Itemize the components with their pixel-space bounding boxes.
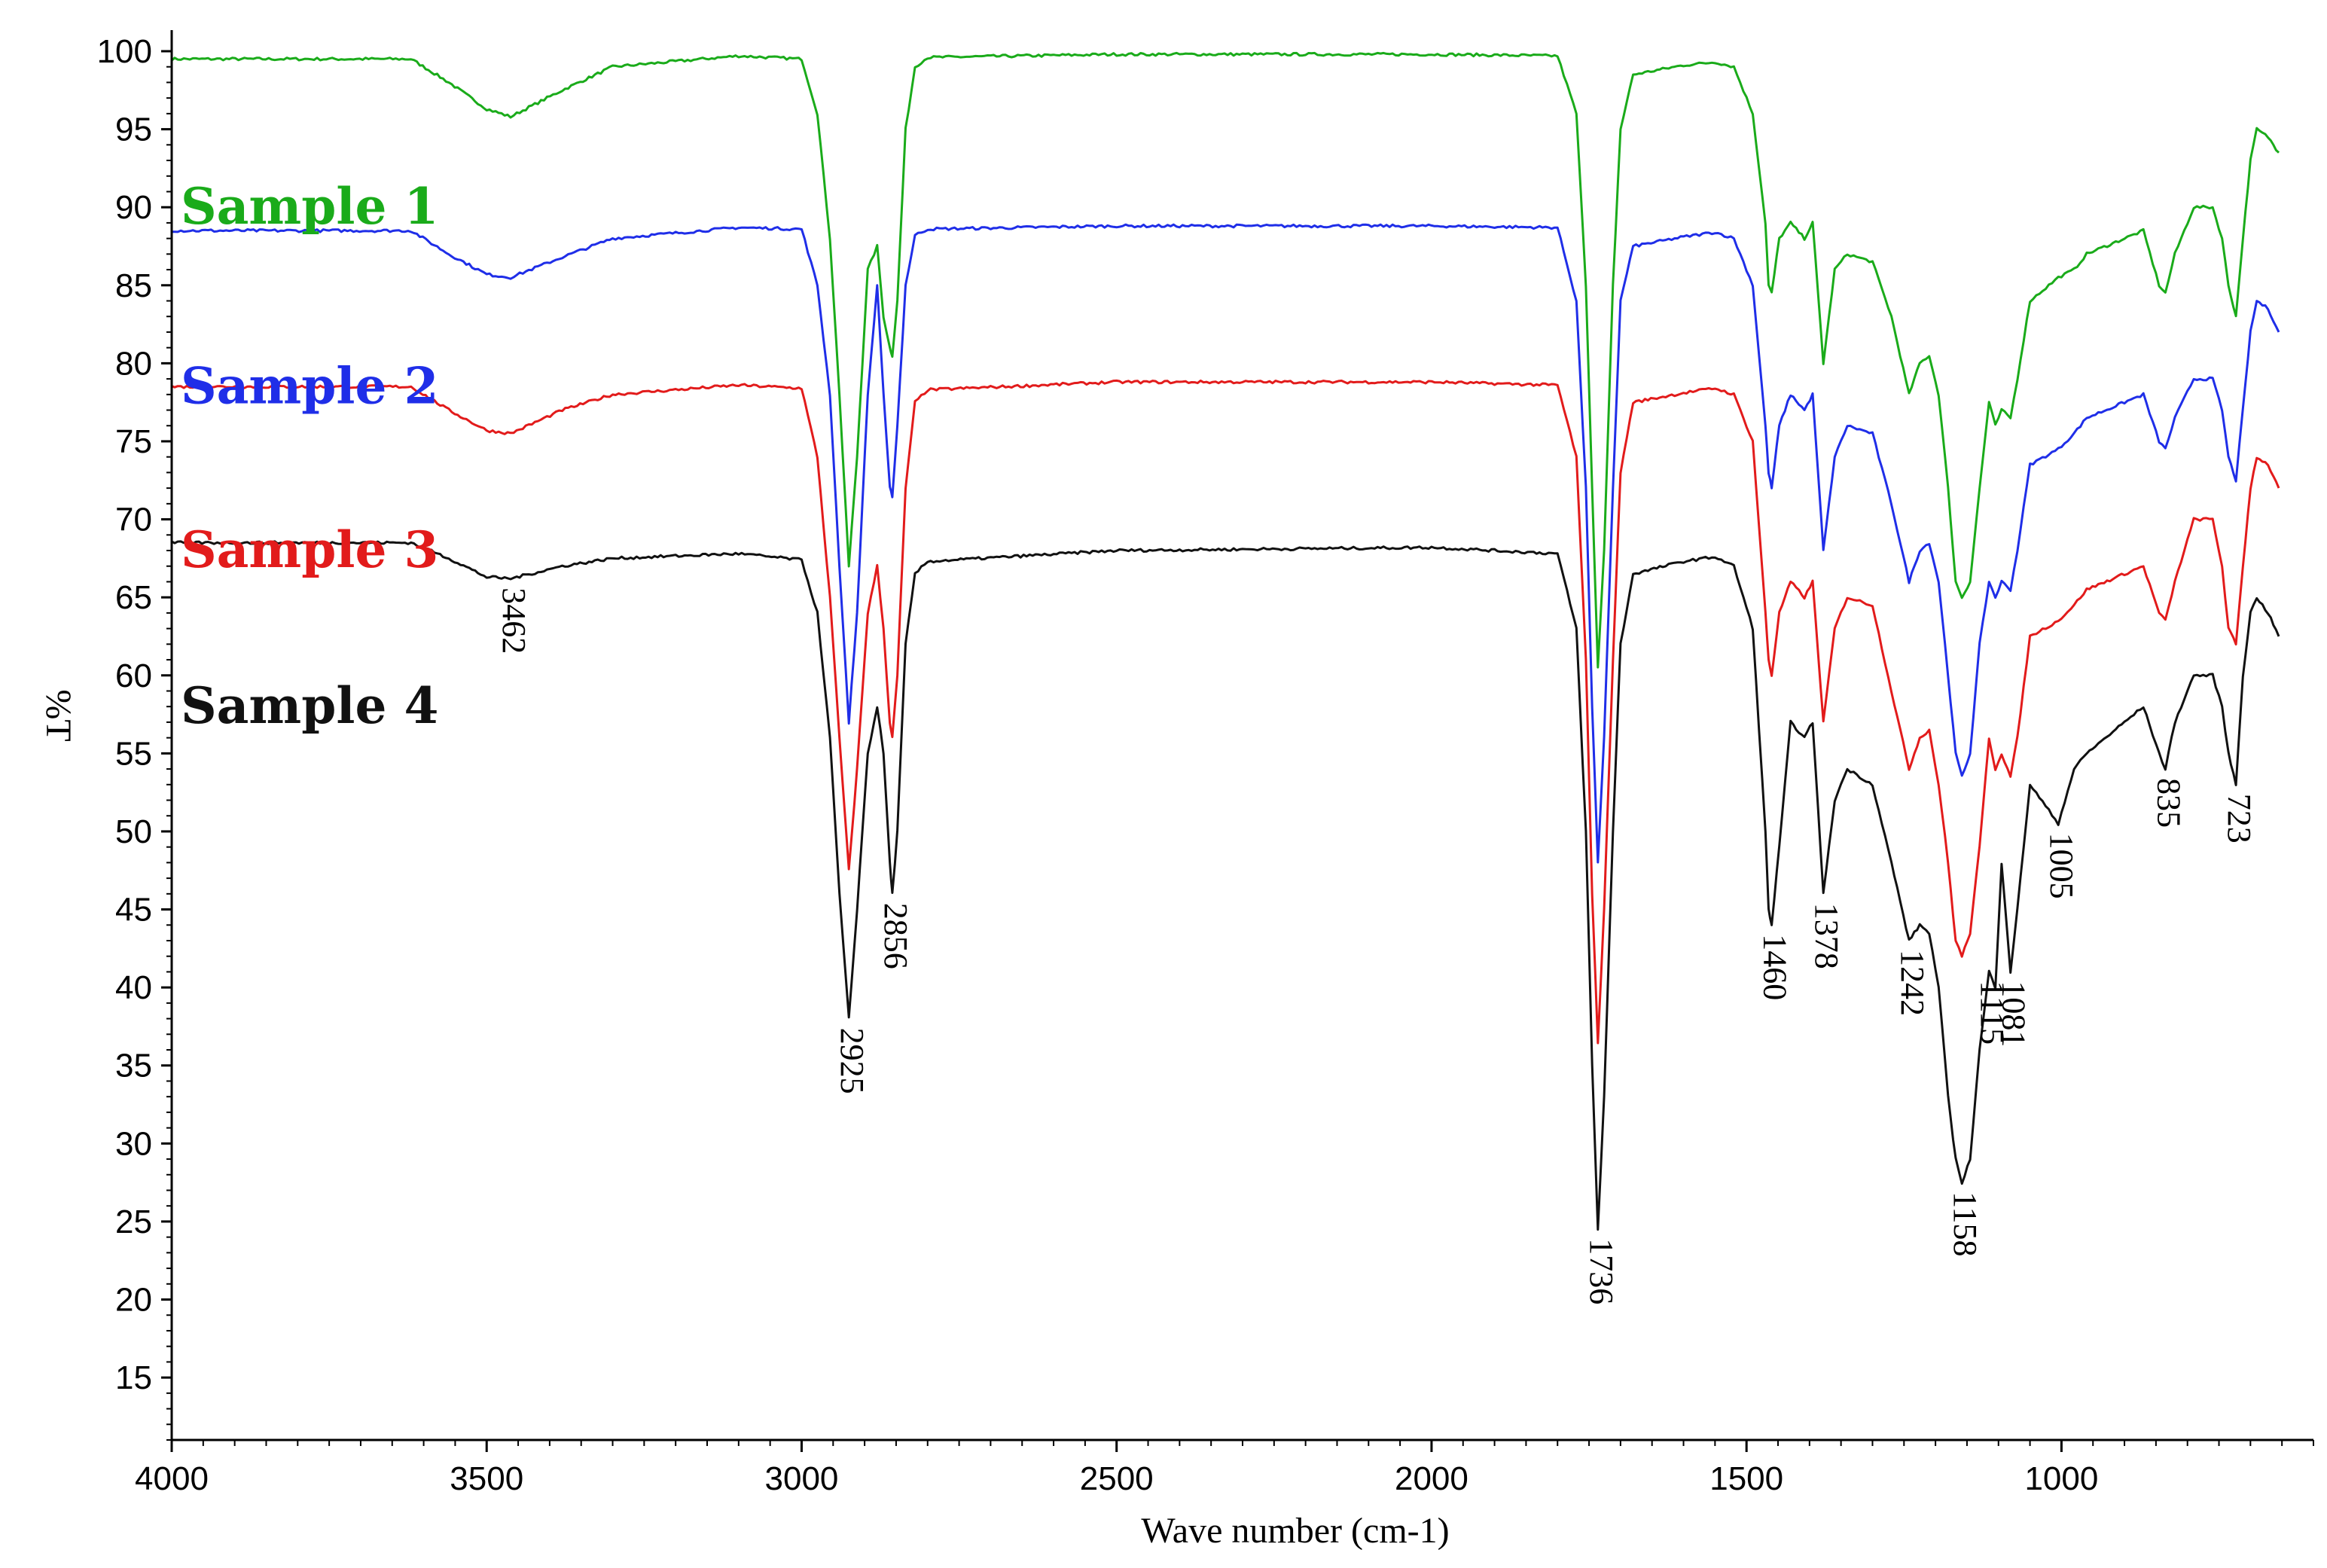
peak-label-835: 835 xyxy=(2150,778,2187,828)
x-tick-label: 1000 xyxy=(2024,1460,2098,1497)
y-tick-label: 75 xyxy=(115,423,152,460)
series-labels: Sample 1 Sample 2 Sample 3 Sample 4 xyxy=(181,177,438,735)
peak-label-1115: 1115 xyxy=(1974,981,2011,1045)
series-label-sample-2: Sample 2 xyxy=(181,356,438,415)
x-tick-label: 1500 xyxy=(1709,1460,1783,1497)
y-tick-label: 60 xyxy=(115,657,152,694)
x-axis-ticks: 4000 3500 3000 2500 2000 1500 1000 xyxy=(135,1440,2314,1497)
series-line-sample-1 xyxy=(171,51,2280,669)
series-label-sample-1: Sample 1 xyxy=(181,177,438,236)
peak-annotations: 3462 2925 2856 1736 1460 1378 1242 1158 11151081… xyxy=(496,587,2258,1304)
peak-label-1378: 1378 xyxy=(1808,903,1845,969)
x-tick-label: 4000 xyxy=(135,1460,209,1497)
peak-label-2856: 2856 xyxy=(877,903,914,969)
y-tick-label: 15 xyxy=(115,1359,152,1396)
peak-label-1460: 1460 xyxy=(1757,934,1794,1000)
y-tick-label: 85 xyxy=(115,267,152,304)
peak-label-2925: 2925 xyxy=(834,1028,871,1094)
peak-label-1242: 1242 xyxy=(1894,950,1931,1016)
y-tick-label: 65 xyxy=(115,579,152,616)
series-line-sample-2 xyxy=(171,223,2280,864)
peak-label-1081: 1081 xyxy=(1996,981,2033,1047)
y-tick-label: 30 xyxy=(115,1125,152,1162)
y-tick-label: 100 xyxy=(97,33,152,70)
x-tick-label: 2000 xyxy=(1395,1460,1468,1497)
y-tick-label: 95 xyxy=(115,111,152,148)
y-tick-label: 40 xyxy=(115,969,152,1006)
y-tick-label: 90 xyxy=(115,189,152,226)
y-tick-label: 45 xyxy=(115,892,152,929)
peak-label-1736: 1736 xyxy=(1583,1238,1620,1304)
y-tick-label: 55 xyxy=(115,735,152,772)
peak-label-723: 723 xyxy=(2221,794,2258,843)
series-label-sample-4: Sample 4 xyxy=(181,676,438,735)
series-line-sample-4 xyxy=(171,540,2280,1231)
series-label-sample-3: Sample 3 xyxy=(181,520,438,579)
y-tick-label: 35 xyxy=(115,1048,152,1084)
y-tick-label: 70 xyxy=(115,502,152,538)
x-tick-label: 2500 xyxy=(1080,1460,1154,1497)
peak-label-3462: 3462 xyxy=(496,587,532,654)
peak-label-1158: 1158 xyxy=(1947,1191,1984,1256)
y-tick-label: 50 xyxy=(115,813,152,850)
series-line-sample-3 xyxy=(171,379,2280,1045)
peak-label-1005: 1005 xyxy=(2043,833,2080,899)
y-tick-label: 20 xyxy=(115,1282,152,1319)
axes xyxy=(170,30,2313,1441)
x-tick-label: 3500 xyxy=(450,1460,523,1497)
y-tick-label: 80 xyxy=(115,345,152,382)
y-tick-label: 25 xyxy=(115,1203,152,1240)
x-axis-title: Wave number (cm-1) xyxy=(1141,1511,1449,1551)
series-curves xyxy=(171,51,2280,1231)
y-axis-title: %T xyxy=(38,689,78,741)
y-axis-ticks: 100 95 90 85 80 75 70 65 60 55 50 45 40 35 30 25 20 15 xyxy=(97,33,172,1441)
x-tick-label: 3000 xyxy=(765,1460,839,1497)
